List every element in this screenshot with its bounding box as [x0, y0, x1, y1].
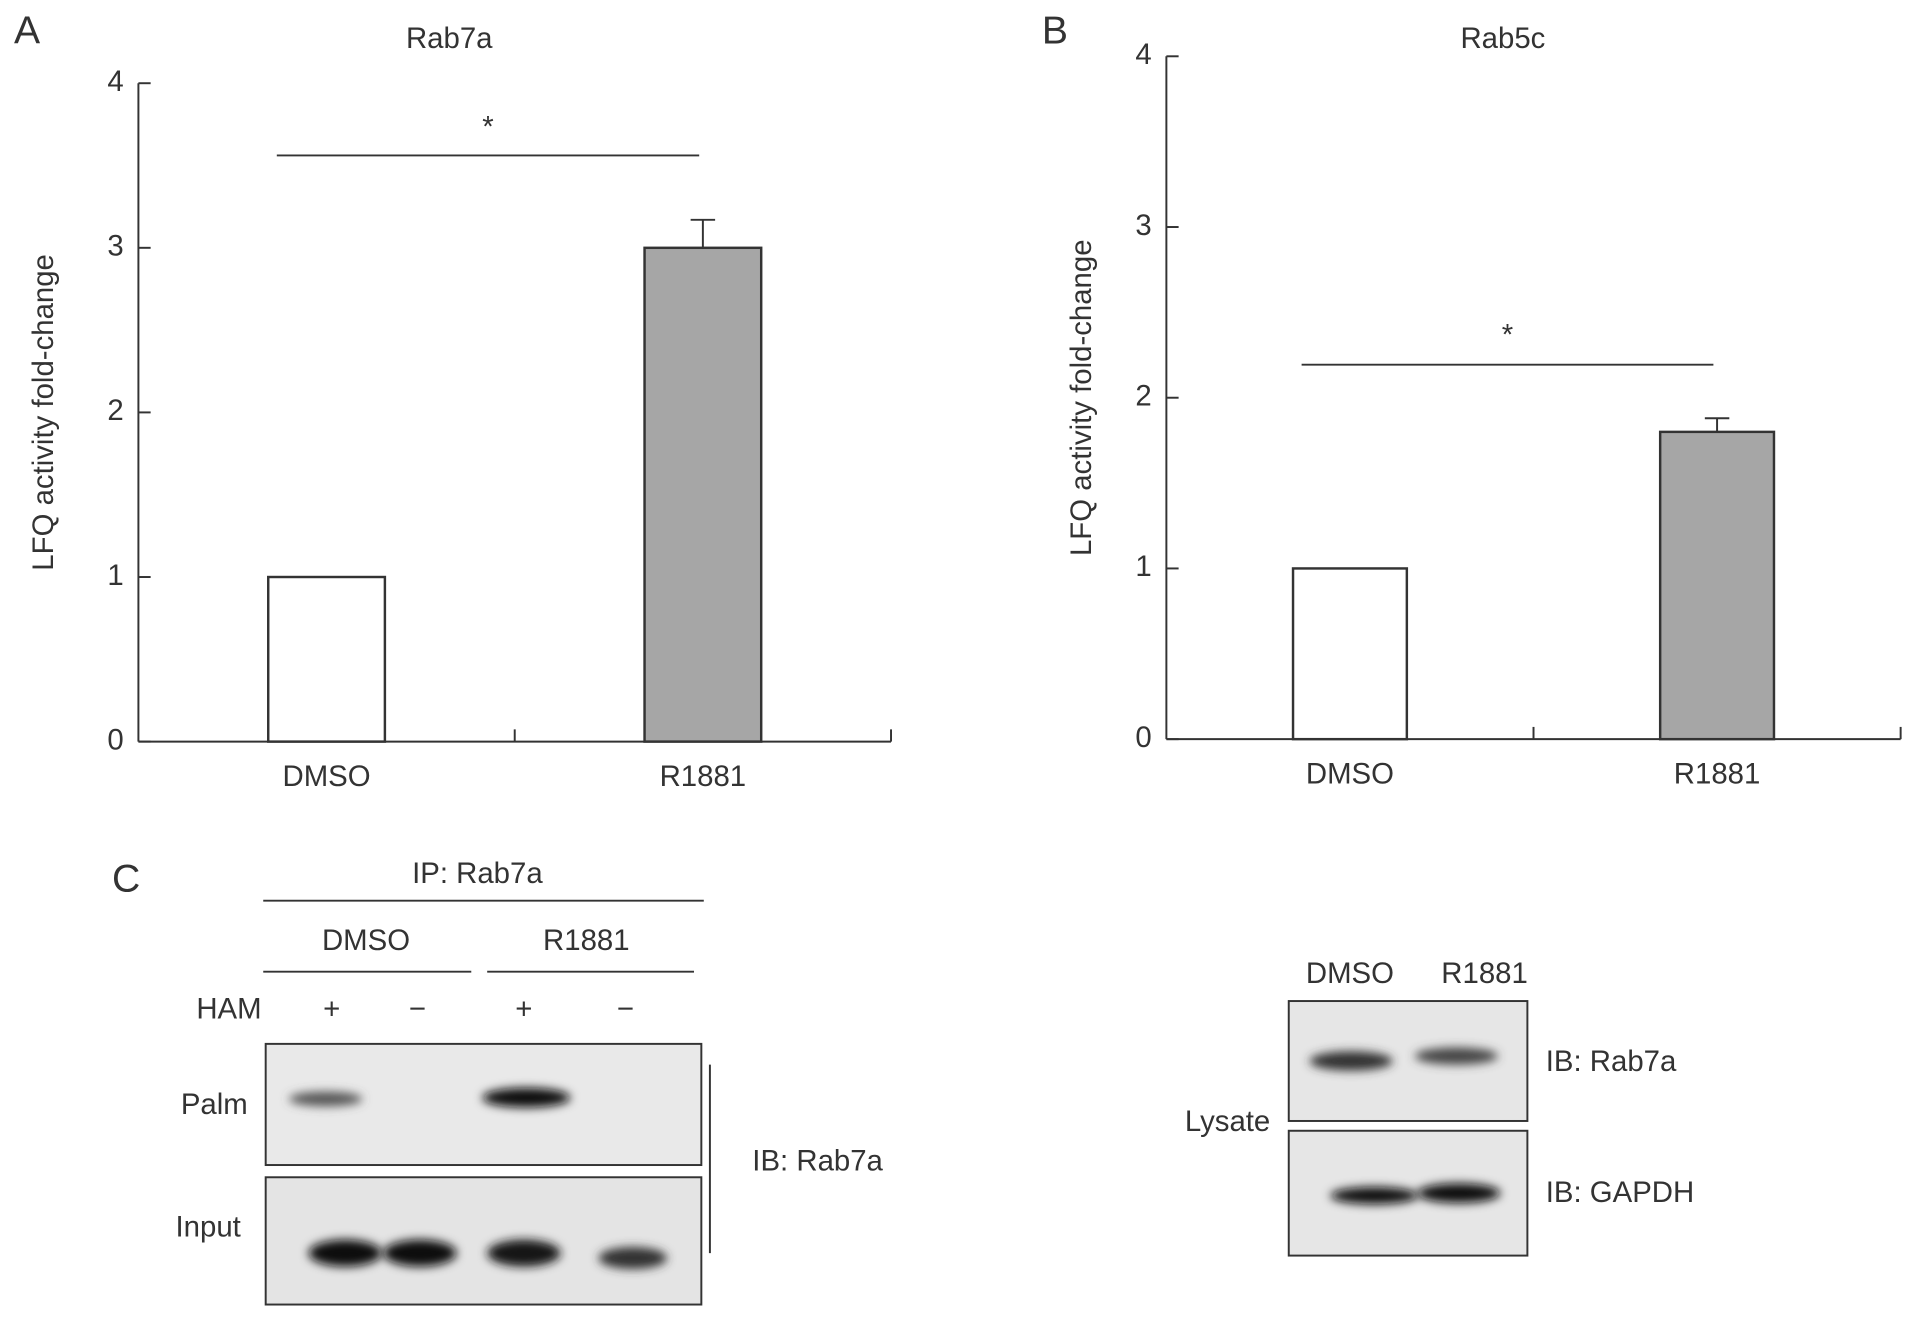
y-tick-label: 0: [1135, 721, 1151, 754]
panel-label: C: [112, 857, 140, 900]
charts: A Rab7a LFQ activity fold-change 0 1 2 3 4 DMSO R…: [14, 9, 1902, 793]
ib-label: IB: Rab7a: [752, 1144, 883, 1177]
y-axis-label: LFQ activity fold-change: [27, 254, 60, 571]
y-tick-label: 1: [107, 559, 123, 592]
band: [1309, 1051, 1393, 1071]
lysate-column: R1881: [1441, 957, 1528, 990]
bar: [1291, 567, 1409, 741]
ham-sign: +: [323, 993, 340, 1026]
ib-label: IB: GAPDH: [1546, 1176, 1694, 1209]
row-label: Palm: [181, 1088, 248, 1121]
bar: [1658, 430, 1776, 741]
band: [308, 1239, 382, 1267]
band: [1414, 1047, 1499, 1065]
band: [1417, 1183, 1501, 1203]
chart-title: Rab5c: [1460, 22, 1545, 55]
error-bar: [690, 218, 716, 248]
chart-title: Rab7a: [406, 22, 493, 55]
blot-panel: C IP: Rab7a DMSO R1881 HAM + − + − Palm …: [112, 857, 1694, 1306]
group-label: R1881: [543, 924, 630, 957]
y-tick-label: 4: [107, 65, 123, 98]
band: [482, 1087, 571, 1108]
band: [598, 1247, 668, 1270]
y-tick-label: 1: [1135, 550, 1151, 583]
panel-label: A: [14, 9, 41, 52]
ham-label: HAM: [196, 993, 261, 1026]
y-tick-label: 0: [107, 723, 123, 756]
lysate-label: Lysate: [1185, 1105, 1270, 1138]
ib-label: IB: Rab7a: [1546, 1045, 1677, 1078]
x-tick-label: DMSO: [1306, 758, 1394, 791]
x-tick-label: R1881: [660, 760, 747, 793]
bar: [643, 246, 763, 743]
group-label: DMSO: [322, 924, 410, 957]
row-label: Input: [176, 1210, 241, 1243]
y-tick-label: 2: [1135, 379, 1151, 412]
y-tick-label: 3: [107, 230, 123, 263]
ham-sign: +: [515, 993, 532, 1026]
error-bar: [1704, 417, 1730, 432]
panel-label: B: [1042, 9, 1068, 52]
y-tick-label: 2: [107, 394, 123, 427]
ip-label: IP: Rab7a: [412, 857, 543, 890]
ham-sign: −: [617, 993, 634, 1026]
band: [487, 1239, 561, 1267]
y-axis-label: LFQ activity fold-change: [1065, 239, 1098, 556]
y-tick-label: 4: [1135, 38, 1151, 71]
bar: [267, 575, 387, 743]
band: [288, 1091, 363, 1107]
band: [383, 1239, 457, 1267]
ham-sign: −: [409, 993, 426, 1026]
band: [1330, 1187, 1419, 1205]
significance-star: *: [482, 110, 493, 143]
significance-star: *: [1502, 318, 1513, 351]
x-tick-label: DMSO: [283, 760, 371, 793]
x-tick-label: R1881: [1674, 758, 1761, 791]
y-tick-label: 3: [1135, 209, 1151, 242]
lysate-column: DMSO: [1306, 957, 1394, 990]
